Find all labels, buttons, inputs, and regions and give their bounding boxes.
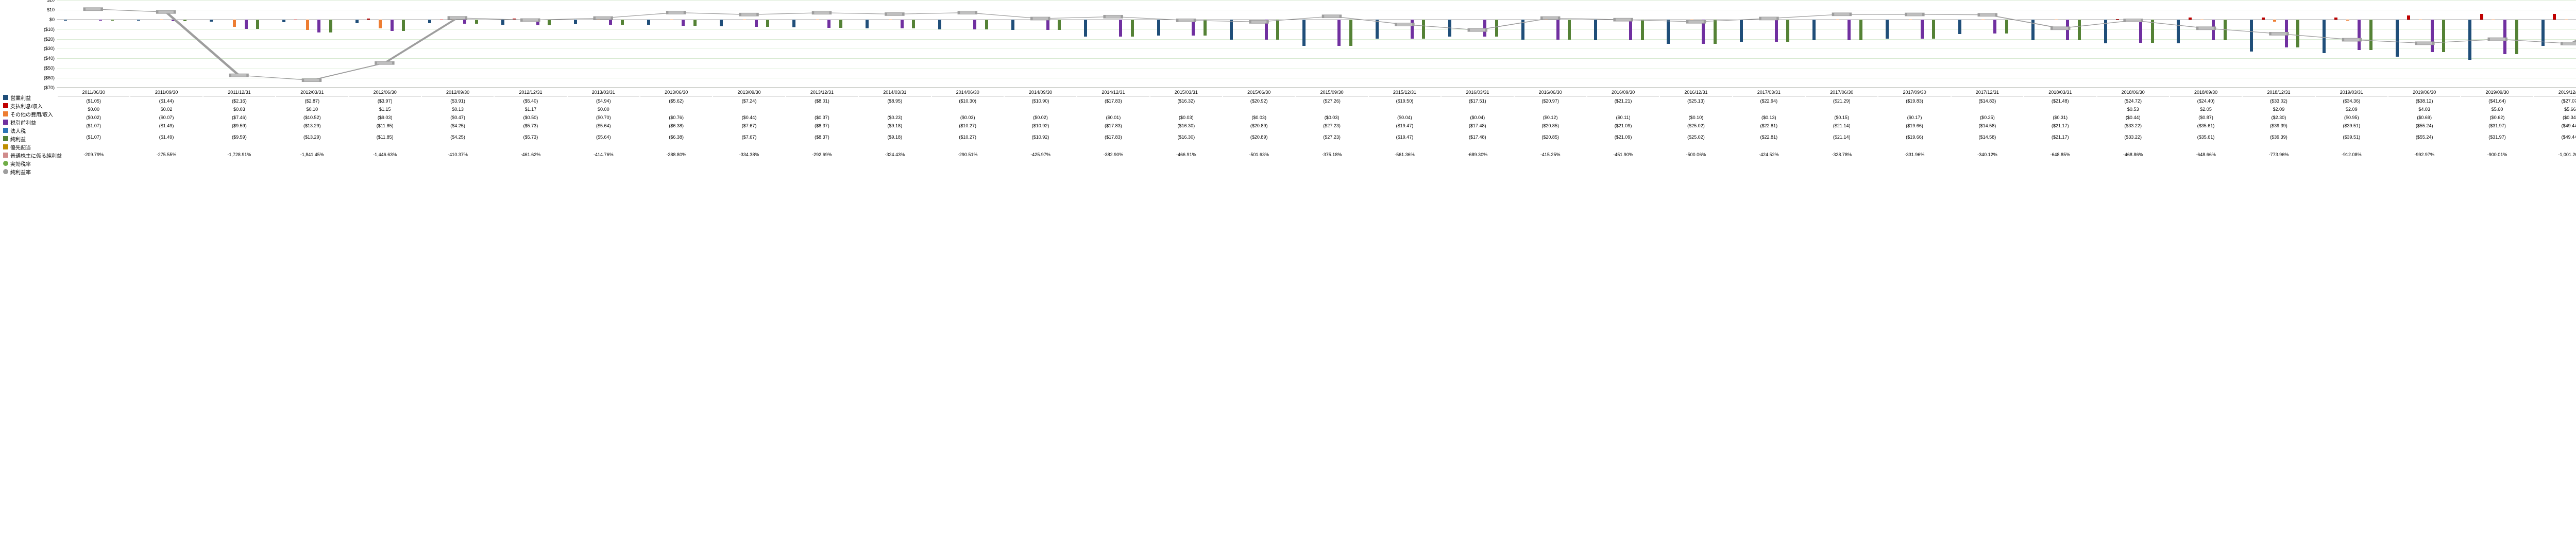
- period-header: 2014/12/31: [1077, 89, 1149, 96]
- period-header: 2014/09/30: [1005, 89, 1076, 96]
- period-header: 2015/09/30: [1296, 89, 1367, 96]
- chart-main: ($70)($60)($50)($40)($30)($20)($10)$0$10…: [57, 0, 2576, 178]
- row-common: [58, 145, 2576, 147]
- row-operating: ($1.05)($1.44)($2.16)($2.87)($3.97)($3.9…: [58, 97, 2576, 105]
- period-header: 2018/03/31: [2024, 89, 2096, 96]
- period-header: 2013/09/30: [713, 89, 785, 96]
- legend-effrate: 実効税率: [3, 160, 54, 167]
- period-header: 2019/12/31: [2534, 89, 2576, 96]
- period-header: 2018/09/30: [2170, 89, 2242, 96]
- period-header: 2014/06/30: [932, 89, 1004, 96]
- legend-tax: 法人税: [3, 127, 54, 134]
- period-header: 2019/03/31: [2316, 89, 2387, 96]
- period-header: 2012/06/30: [349, 89, 421, 96]
- y-axis-left: ($70)($60)($50)($40)($30)($20)($10)$0$10…: [36, 0, 57, 87]
- period-header: 2019/06/30: [2388, 89, 2460, 96]
- period-header: 2012/03/31: [276, 89, 348, 96]
- legend-netmargin: 純利益率: [3, 168, 54, 175]
- period-header: 2016/09/30: [1587, 89, 1659, 96]
- row-netmargin: -209.79%-275.55%-1,728.91%-1,841.45%-1,4…: [58, 151, 2576, 158]
- row-pretax: ($1.07)($1.49)($9.59)($13.29)($11.85)($4…: [58, 122, 2576, 129]
- period-header: 2011/09/30: [130, 89, 202, 96]
- period-header: 2012/09/30: [422, 89, 494, 96]
- row-tax: [58, 130, 2576, 132]
- row-effrate: [58, 148, 2576, 150]
- legend-interest: 支払利息/収入: [3, 102, 54, 109]
- period-header: 2013/06/30: [640, 89, 712, 96]
- row-preferred: [58, 142, 2576, 144]
- period-header: 2018/06/30: [2097, 89, 2169, 96]
- period-header: 2016/06/30: [1515, 89, 1586, 96]
- period-header: 2015/03/31: [1150, 89, 1222, 96]
- data-table: 2011/06/302011/09/302011/12/312012/03/31…: [57, 88, 2576, 159]
- legend-pretax: 税引前利益: [3, 119, 54, 126]
- period-header: 2011/06/30: [58, 89, 129, 96]
- plot-area: ($70)($60)($50)($40)($30)($20)($10)$0$10…: [57, 0, 2576, 88]
- legend-net: 純利益: [3, 135, 54, 142]
- row-interest: $0.00$0.02$0.03$0.10$1.15$0.13$1.17$0.00…: [58, 106, 2576, 113]
- period-header: 2019/09/30: [2461, 89, 2533, 96]
- period-header: 2015/06/30: [1223, 89, 1295, 96]
- legend-preferred: 優先配当: [3, 143, 54, 150]
- row-other: ($0.02)($0.07)($7.46)($10.52)($9.03)($0.…: [58, 114, 2576, 121]
- period-header: 2016/03/31: [1442, 89, 1513, 96]
- period-header: 2018/12/31: [2243, 89, 2314, 96]
- period-header: 2015/12/31: [1369, 89, 1440, 96]
- period-header: 2016/12/31: [1660, 89, 1732, 96]
- legend-operating: 営業利益: [3, 94, 54, 101]
- legend-common: 普通株主に係る純利益: [3, 152, 54, 159]
- period-header: 2013/03/31: [568, 89, 639, 96]
- financial-chart: 営業利益支払利息/収入その他の費用/収入税引前利益法人税純利益優先配当普通株主に…: [0, 0, 2576, 178]
- period-header: 2011/12/31: [204, 89, 275, 96]
- period-header: 2017/12/31: [1952, 89, 2023, 96]
- row-net: ($1.07)($1.49)($9.59)($13.29)($11.85)($4…: [58, 133, 2576, 141]
- period-header: 2014/03/31: [859, 89, 930, 96]
- period-header: 2013/12/31: [786, 89, 858, 96]
- netmargin-line: [57, 0, 2576, 87]
- period-header: 2017/09/30: [1878, 89, 1950, 96]
- period-header: 2012/12/31: [495, 89, 566, 96]
- period-header: 2017/03/31: [1733, 89, 1805, 96]
- period-header: 2017/06/30: [1806, 89, 1877, 96]
- legend-other: その他の費用/収入: [3, 110, 54, 118]
